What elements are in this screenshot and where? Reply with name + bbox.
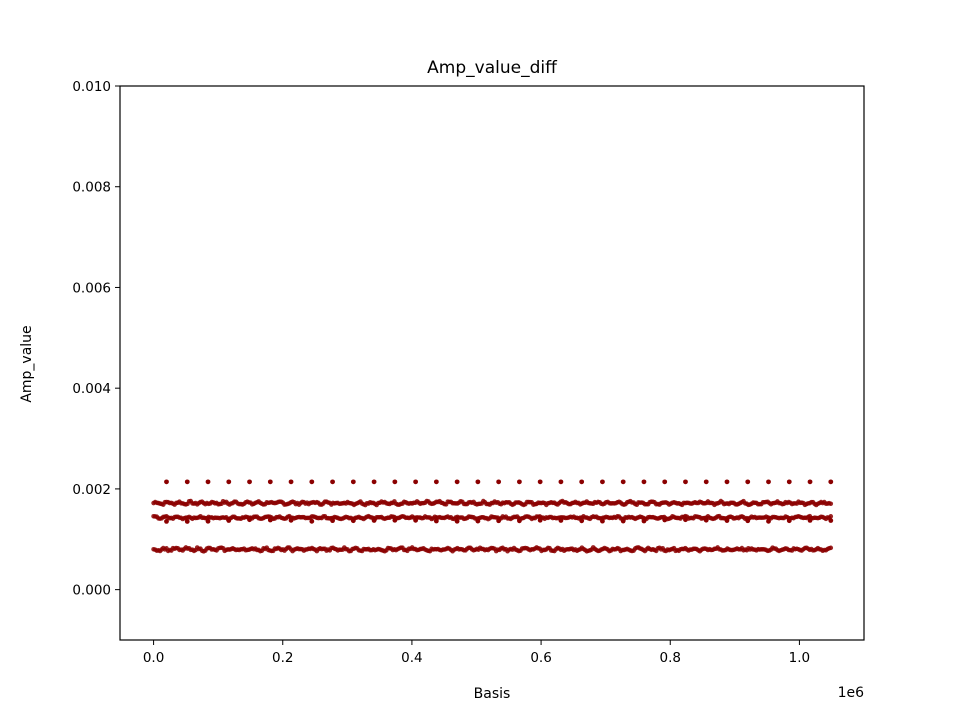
- data-point: [496, 518, 502, 524]
- data-points: [151, 479, 834, 554]
- y-tick-label: 0.010: [72, 79, 111, 95]
- data-point: [828, 545, 834, 551]
- data-point: [247, 479, 252, 485]
- data-point: [413, 479, 419, 485]
- data-point: [683, 479, 688, 485]
- data-point: [164, 518, 169, 524]
- x-tick-label: 0.4: [401, 650, 422, 666]
- data-point: [745, 479, 751, 485]
- y-tick-label: 0.008: [72, 180, 111, 196]
- axes-frame: [119, 85, 865, 641]
- data-point: [496, 479, 502, 485]
- series-3: [164, 479, 834, 485]
- data-point: [600, 518, 605, 524]
- data-point: [475, 518, 481, 524]
- data-point: [371, 479, 377, 485]
- data-point: [226, 479, 232, 485]
- data-point: [330, 479, 335, 485]
- data-point: [620, 518, 626, 524]
- data-point: [683, 517, 688, 523]
- x-tick-label: 0.2: [272, 650, 293, 666]
- data-point: [745, 518, 751, 524]
- data-point: [392, 517, 398, 523]
- data-point: [226, 518, 232, 523]
- data-point: [766, 518, 771, 524]
- data-point: [703, 517, 709, 523]
- y-tick-label: 0.002: [72, 482, 111, 498]
- data-point: [475, 479, 481, 485]
- data-point: [454, 479, 460, 485]
- series-2: [151, 545, 834, 554]
- data-point: [267, 517, 273, 523]
- x-tick-label: 0.8: [660, 650, 681, 666]
- data-point: [184, 519, 190, 524]
- data-point: [724, 518, 730, 523]
- data-point: [786, 479, 792, 485]
- x-tick-label: 1.0: [789, 650, 810, 666]
- data-point: [766, 479, 771, 485]
- data-point: [807, 518, 813, 523]
- y-axis-ticks: 0.000 0.002 0.004 0.006 0.008 0.010: [72, 79, 120, 599]
- data-point: [433, 518, 439, 524]
- data-point: [288, 479, 294, 485]
- data-point: [828, 479, 834, 485]
- x-tick-label: 0.6: [530, 650, 551, 666]
- data-point: [205, 518, 211, 524]
- data-point: [537, 517, 543, 523]
- data-point: [330, 518, 335, 524]
- data-point: [288, 517, 294, 523]
- data-point: [828, 514, 834, 519]
- data-point: [164, 479, 169, 485]
- data-point: [558, 479, 564, 485]
- data-point: [620, 479, 626, 485]
- data-point: [641, 518, 647, 524]
- x-tick-label: 0.0: [143, 650, 164, 666]
- data-point: [703, 479, 709, 485]
- data-point: [309, 479, 315, 485]
- data-point: [537, 479, 543, 485]
- data-point: [371, 518, 377, 523]
- data-point: [724, 479, 730, 485]
- data-point: [309, 518, 315, 524]
- data-point: [392, 479, 398, 485]
- data-point: [350, 479, 356, 485]
- data-point: [413, 517, 419, 523]
- data-point: [517, 518, 522, 524]
- chart-title: Amp_value_diff: [427, 58, 558, 78]
- data-point: [247, 517, 252, 523]
- data-point: [828, 501, 834, 507]
- y-axis-label: Amp_value: [19, 325, 35, 402]
- series-0: [151, 498, 834, 508]
- data-point: [579, 518, 585, 524]
- x-axis-offset-text: 1e6: [838, 685, 865, 701]
- data-point: [600, 479, 605, 485]
- data-point: [350, 518, 356, 524]
- data-point: [454, 518, 460, 524]
- series-1: [151, 513, 834, 522]
- y-tick-label: 0.004: [72, 381, 111, 397]
- x-axis-label: Basis: [474, 686, 511, 702]
- data-point: [184, 479, 190, 485]
- series-4: [164, 517, 834, 524]
- x-axis-ticks: 0.0 0.2 0.4 0.6 0.8 1.0: [143, 640, 810, 666]
- data-point: [267, 479, 273, 485]
- data-point: [517, 479, 522, 485]
- data-point: [662, 479, 668, 485]
- data-point: [579, 479, 585, 485]
- y-tick-label: 0.000: [72, 583, 111, 599]
- data-point: [828, 518, 834, 523]
- y-tick-label: 0.006: [72, 280, 111, 296]
- data-point: [662, 517, 668, 523]
- data-point: [786, 518, 792, 524]
- data-point: [641, 479, 647, 485]
- data-point: [807, 479, 813, 485]
- data-point: [558, 518, 564, 523]
- data-point: [433, 479, 439, 485]
- data-point: [205, 479, 211, 485]
